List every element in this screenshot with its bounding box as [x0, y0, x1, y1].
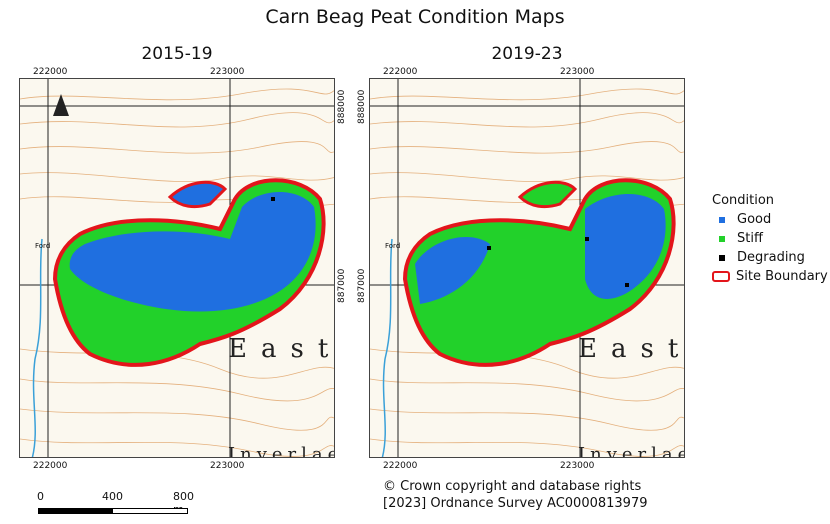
- place-name-inver: Inverlae: [228, 444, 335, 458]
- coord-bottom-2: 223000: [210, 461, 245, 471]
- coord-right-2: 887000: [337, 268, 347, 303]
- legend-label-degrading: Degrading: [737, 250, 805, 265]
- north-arrow-icon: [53, 94, 69, 116]
- site-arm: [517, 180, 578, 209]
- legend-item-boundary: Site Boundary: [712, 267, 828, 286]
- degrading-cell: [271, 197, 275, 201]
- scale-segment-black: [38, 508, 112, 514]
- coord-left-1: 888000: [357, 89, 367, 124]
- scale-label-0: 0: [37, 490, 44, 503]
- legend: Condition Good Stiff Degrading Site Boun…: [712, 193, 828, 286]
- boundary-swatch: [712, 271, 730, 282]
- copyright-line-2: [2023] Ordnance Survey AC0000813979: [383, 496, 648, 511]
- copyright-line-1: © Crown copyright and database rights: [383, 479, 642, 494]
- coord-bottom-3: 222000: [383, 461, 418, 471]
- map-panel-2019[interactable]: Easte Inverlae Ford: [369, 78, 685, 458]
- coord-top-1: 222000: [33, 67, 68, 77]
- legend-label-boundary: Site Boundary: [736, 269, 828, 284]
- legend-item-degrading: Degrading: [712, 248, 828, 267]
- coord-left-2: 887000: [357, 268, 367, 303]
- stiff-swatch: [719, 235, 725, 242]
- coord-bottom-1: 222000: [33, 461, 68, 471]
- scale-segment-white: [112, 508, 188, 514]
- legend-item-stiff: Stiff: [712, 229, 828, 248]
- place-name-east: Easte: [578, 334, 684, 364]
- legend-label-stiff: Stiff: [737, 231, 763, 246]
- coord-top-4: 223000: [560, 67, 595, 77]
- degrading-swatch: [719, 254, 725, 261]
- good-area-east: [585, 194, 666, 299]
- site-arm: [167, 180, 228, 209]
- scale-label-400: 400: [102, 490, 123, 503]
- place-name-east: Easte: [228, 334, 334, 364]
- coord-top-2: 223000: [210, 67, 245, 77]
- degrading-cell: [585, 237, 589, 241]
- map-2015-svg: [20, 79, 334, 457]
- degrading-cell: [625, 283, 629, 287]
- map-2019-svg: [370, 79, 684, 457]
- map-title-2019: 2019-23: [491, 44, 563, 64]
- river-line: [31, 238, 43, 457]
- good-area: [69, 192, 316, 312]
- place-name-inver: Inverlae: [578, 444, 685, 458]
- copyright-notice: © Crown copyright and database rights [2…: [383, 478, 648, 512]
- map-title-2015: 2015-19: [141, 44, 213, 64]
- map-panel-2015[interactable]: Easte Inverlae Ford: [19, 78, 335, 458]
- ford-label: Ford: [35, 242, 51, 250]
- legend-item-good: Good: [712, 210, 828, 229]
- river-line: [381, 238, 393, 457]
- legend-title: Condition: [712, 193, 775, 208]
- degrading-cell: [487, 246, 491, 250]
- good-area: [415, 236, 490, 304]
- coord-top-3: 222000: [383, 67, 418, 77]
- coord-bottom-4: 223000: [560, 461, 595, 471]
- ford-label: Ford: [385, 242, 401, 250]
- page-title: Carn Beag Peat Condition Maps: [265, 6, 565, 28]
- good-swatch: [719, 216, 725, 223]
- legend-label-good: Good: [737, 212, 772, 227]
- coord-right-1: 888000: [337, 89, 347, 124]
